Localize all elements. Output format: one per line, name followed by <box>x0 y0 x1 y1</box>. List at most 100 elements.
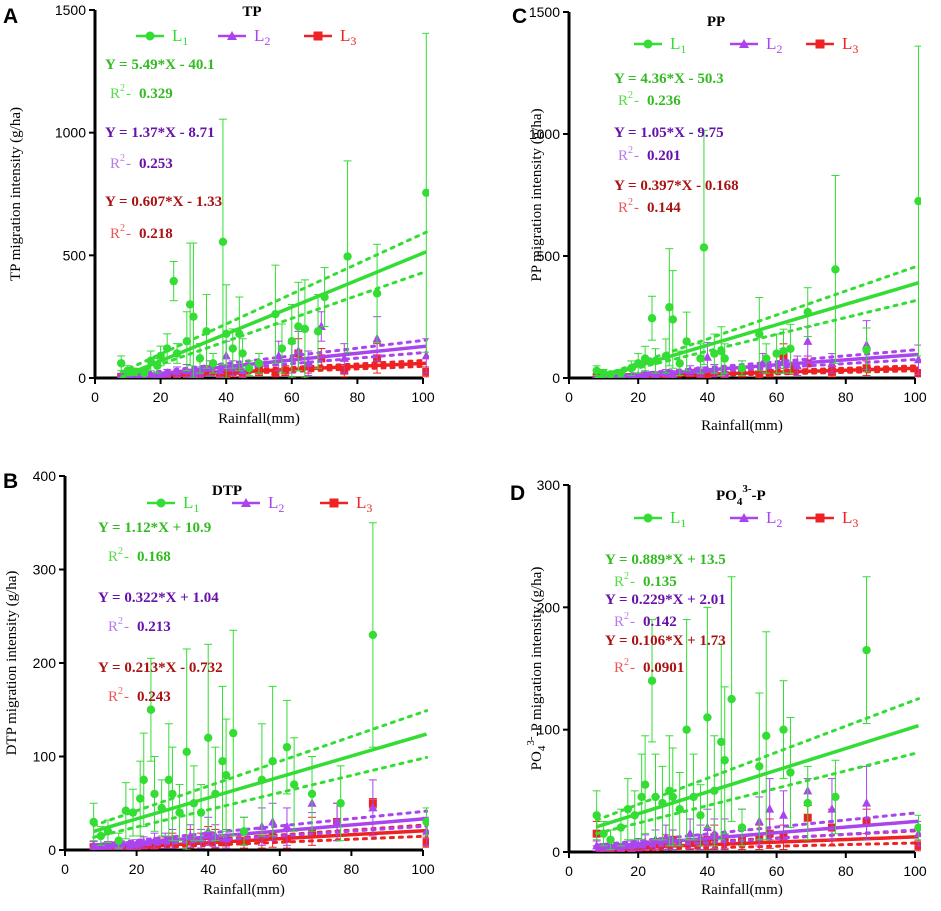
regression-equation: Y = 0.397*X - 0.168 <box>614 178 739 194</box>
fit-upper-band <box>119 338 428 378</box>
data-point <box>150 789 159 799</box>
fit-lower-band <box>92 755 429 839</box>
panel-letter: C <box>512 5 527 28</box>
r-squared: R2- 0.168 <box>108 546 171 565</box>
chart-title-tail: -P <box>752 488 766 504</box>
r-squared-sup: 2 <box>628 90 633 101</box>
plot-area <box>89 522 429 850</box>
data-point <box>182 337 192 346</box>
r-squared-value: 0.213 <box>137 619 171 635</box>
data-point <box>254 359 264 368</box>
r-squared-sup: 2 <box>118 546 123 557</box>
data-point <box>103 840 113 849</box>
regression-equation: Y = 0.213*X - 0.732 <box>98 660 223 676</box>
data-point <box>640 369 650 378</box>
legend-label-main: L <box>172 26 182 45</box>
data-point <box>779 725 788 734</box>
data-point <box>651 356 660 366</box>
x-tick-label: 40 <box>200 861 216 877</box>
r-squared-sup: 2 <box>120 153 125 164</box>
data-point <box>862 645 871 655</box>
panel-letter: A <box>3 5 18 28</box>
r-squared: R2- 0.213 <box>108 616 171 635</box>
data-point <box>803 307 812 317</box>
data-point <box>913 354 921 364</box>
r-squared-label: R <box>108 689 118 705</box>
data-point <box>592 811 601 820</box>
data-point <box>637 792 646 802</box>
legend-label-main: L <box>670 34 680 53</box>
data-point <box>779 346 788 356</box>
x-tick-label: 0 <box>91 389 99 405</box>
data-point <box>599 368 608 378</box>
r-squared-sup: 2 <box>118 686 123 697</box>
fit-line <box>596 819 919 850</box>
regression-equation: Y = 0.229*X + 2.01 <box>605 592 726 608</box>
r-squared-sep: - <box>126 226 131 242</box>
data-point <box>699 243 709 252</box>
data-point <box>737 364 747 373</box>
data-point <box>130 367 139 377</box>
data-point <box>114 836 123 845</box>
data-point <box>343 252 352 261</box>
y-tick-label: 500 <box>537 248 561 264</box>
regression-equation: Y = 5.49*X - 40.1 <box>105 57 215 73</box>
data-point <box>675 359 684 368</box>
legend-marker <box>313 31 323 41</box>
r-squared-value: 0.201 <box>647 148 681 164</box>
data-point <box>640 780 650 789</box>
data-point <box>117 359 126 368</box>
data-point <box>229 728 238 738</box>
data-point <box>592 840 602 850</box>
fit-upper-band <box>92 809 429 847</box>
r-squared-label: R <box>618 200 628 216</box>
legend-marker <box>227 31 237 40</box>
data-point <box>616 823 626 832</box>
x-tick-label: 80 <box>344 861 360 877</box>
data-point <box>185 830 195 840</box>
data-point <box>827 804 837 813</box>
data-point <box>128 808 138 817</box>
r-squared-sup: 2 <box>628 197 633 208</box>
legend-item-L3: L3 <box>304 26 356 48</box>
x-tick-label: 60 <box>272 861 288 877</box>
r-squared-label: R <box>618 93 628 109</box>
legend-label-sub: 3 <box>852 42 858 56</box>
legend-label-sub: 3 <box>350 34 356 48</box>
data-point <box>121 806 131 815</box>
data-point <box>772 349 781 358</box>
legend-marker <box>739 513 749 522</box>
data-point <box>682 337 691 346</box>
series-L2 <box>89 779 429 850</box>
data-point <box>696 354 705 363</box>
chart-title-main: PO <box>716 488 737 504</box>
r-squared-value: 0.329 <box>139 86 173 102</box>
data-point <box>422 367 429 376</box>
r-squared: R2- 0.218 <box>110 223 173 242</box>
data-point <box>368 802 378 812</box>
regression-equation: Y = 4.36*X - 50.3 <box>614 71 724 87</box>
chart-title: DTP <box>212 483 242 499</box>
legend-item-L1: L1 <box>147 493 199 515</box>
y-tick-label: 0 <box>552 844 560 860</box>
legend-marker <box>241 498 251 507</box>
x-tick-label: 60 <box>284 389 300 405</box>
data-point <box>626 840 636 850</box>
legend-label: L2 <box>766 34 782 56</box>
data-point <box>647 676 657 685</box>
y-tick-label: 300 <box>33 562 57 578</box>
legend-marker <box>643 513 653 523</box>
fit-lower-band <box>92 824 429 850</box>
data-point <box>162 344 172 353</box>
data-point <box>202 327 211 336</box>
data-point <box>215 365 225 375</box>
r-squared: R2- 0.243 <box>108 686 171 705</box>
y-axis-title: DTP migration intensity (g/ha) <box>4 571 20 756</box>
data-point <box>827 358 837 367</box>
legend-label: L3 <box>340 26 356 48</box>
legend-label-main: L <box>842 508 852 527</box>
data-point <box>717 737 726 747</box>
legend-label-sub: 2 <box>776 42 782 56</box>
data-point <box>737 823 747 832</box>
